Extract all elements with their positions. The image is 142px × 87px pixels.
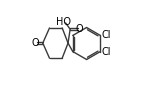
Text: O: O — [32, 38, 39, 48]
Text: O: O — [75, 24, 83, 34]
Text: HO: HO — [56, 17, 71, 27]
Text: Cl: Cl — [102, 30, 111, 40]
Text: Cl: Cl — [102, 47, 111, 57]
